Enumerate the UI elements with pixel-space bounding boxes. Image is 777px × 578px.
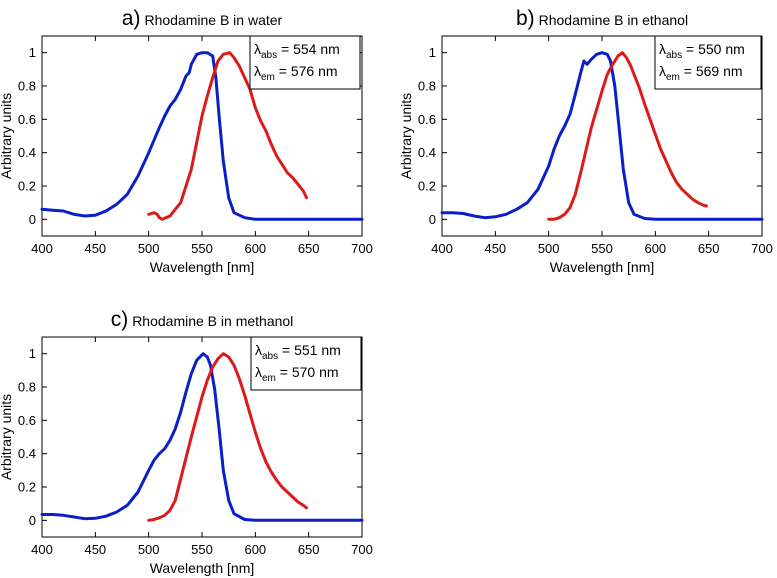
lambda-symbol: λ <box>254 41 261 57</box>
x-tick-label: 450 <box>84 542 106 557</box>
legend-box <box>654 35 762 90</box>
lambda-symbol: λ <box>254 63 261 79</box>
y-tick-label: 0.6 <box>18 413 36 428</box>
legend-value: = 569 nm <box>680 63 743 79</box>
x-axis-label: Wavelength [nm] <box>150 560 255 576</box>
legend-value: = 570 nm <box>276 364 339 380</box>
x-tick-label: 700 <box>351 542 373 557</box>
y-tick-label: 0.6 <box>18 112 36 127</box>
x-tick-label: 550 <box>191 542 213 557</box>
title-text: Rhodamine B in ethanol <box>539 12 688 28</box>
series-absorption-line <box>440 51 764 221</box>
x-tick-label: 500 <box>138 241 160 256</box>
y-tick-label: 1 <box>29 45 36 60</box>
x-tick-label: 400 <box>31 542 53 557</box>
y-tick-label: 0.4 <box>18 446 36 461</box>
series-emission-line <box>147 51 308 221</box>
x-tick-label: 400 <box>31 241 53 256</box>
lambda-symbol: λ <box>255 342 262 358</box>
y-tick-label: 0 <box>29 212 36 227</box>
x-tick-label: 550 <box>191 241 213 256</box>
chart-title: b) Rhodamine B in ethanol <box>516 7 688 30</box>
x-tick-label: 700 <box>751 241 773 256</box>
series-absorption-line <box>40 51 364 221</box>
y-tick-label: 0.8 <box>418 79 436 94</box>
x-tick-label: 500 <box>138 542 160 557</box>
y-tick-label: 0.4 <box>418 145 436 160</box>
y-tick-label: 1 <box>29 346 36 361</box>
x-tick-label: 600 <box>644 241 666 256</box>
chart-title: c) Rhodamine B in methanol <box>111 308 294 331</box>
y-tick-label: 0.8 <box>18 380 36 395</box>
legend-entry: λabs = 554 nm <box>254 41 340 61</box>
legend-box <box>249 35 361 90</box>
y-tick-label: 0 <box>429 212 436 227</box>
x-tick-label: 450 <box>484 241 506 256</box>
legend-entry: λem = 569 nm <box>659 63 743 83</box>
y-tick-label: 0.4 <box>18 145 36 160</box>
x-tick-label: 650 <box>298 542 320 557</box>
panel-letter: a) <box>122 7 141 30</box>
x-tick-label: 400 <box>431 241 453 256</box>
x-tick-label: 500 <box>538 241 560 256</box>
legend-value: = 551 nm <box>278 342 341 358</box>
chart-title: a) Rhodamine B in water <box>122 7 283 30</box>
y-tick-label: 0.2 <box>18 480 36 495</box>
panel-a-water: 400 450 500 550 600 650 700 0 0.2 0.4 0.6 0.8 1 Wavel… <box>0 7 373 275</box>
legend-subscript: abs <box>666 50 682 61</box>
lambda-symbol: λ <box>659 63 666 79</box>
panel-letter: c) <box>111 308 129 331</box>
y-axis-label: Arbitrary units <box>0 93 14 179</box>
legend-value: = 550 nm <box>682 41 745 57</box>
y-tick-label: 1 <box>429 45 436 60</box>
x-tick-label: 550 <box>591 241 613 256</box>
y-tick-label: 0.2 <box>18 179 36 194</box>
x-tick-label: 600 <box>244 542 266 557</box>
legend-subscript: em <box>666 72 680 83</box>
legend-value: = 554 nm <box>277 41 340 57</box>
legend-subscript: em <box>262 373 276 384</box>
y-tick-label: 0.6 <box>418 112 436 127</box>
lambda-symbol: λ <box>255 364 262 380</box>
series-absorption-line <box>40 352 364 522</box>
legend-entry: λabs = 551 nm <box>255 342 341 362</box>
lambda-symbol: λ <box>659 41 666 57</box>
x-axis-label: Wavelength [nm] <box>150 259 255 275</box>
x-tick-label: 650 <box>298 241 320 256</box>
legend-subscript: abs <box>262 351 278 362</box>
y-axis-label: Arbitrary units <box>0 394 14 480</box>
series-emission-line <box>147 352 308 522</box>
y-axis-label: Arbitrary units <box>398 93 414 179</box>
panel-c-methanol: 400 450 500 550 600 650 700 0 0.2 0.4 0.6 0.8 1 Wavel… <box>0 308 373 576</box>
x-tick-label: 450 <box>84 241 106 256</box>
panel-letter: b) <box>516 7 535 30</box>
legend-subscript: abs <box>261 50 277 61</box>
legend-entry: λabs = 550 nm <box>659 41 745 61</box>
x-axis-label: Wavelength [nm] <box>550 259 655 275</box>
x-tick-label: 600 <box>244 241 266 256</box>
y-tick-label: 0 <box>29 513 36 528</box>
legend-entry: λem = 570 nm <box>255 364 339 384</box>
title-text: Rhodamine B in water <box>144 12 282 28</box>
x-tick-label: 700 <box>351 241 373 256</box>
x-tick-label: 650 <box>698 241 720 256</box>
y-tick-label: 0.2 <box>418 179 436 194</box>
series-emission-line <box>547 51 708 221</box>
panel-b-ethanol: 400 450 500 550 600 650 700 0 0.2 0.4 0.6 0.8 1 Wavel… <box>398 7 773 275</box>
y-tick-label: 0.8 <box>18 79 36 94</box>
legend-entry: λem = 576 nm <box>254 63 338 83</box>
legend-box <box>250 336 362 391</box>
title-text: Rhodamine B in methanol <box>132 313 293 329</box>
legend-subscript: em <box>261 72 275 83</box>
legend-value: = 576 nm <box>275 63 338 79</box>
